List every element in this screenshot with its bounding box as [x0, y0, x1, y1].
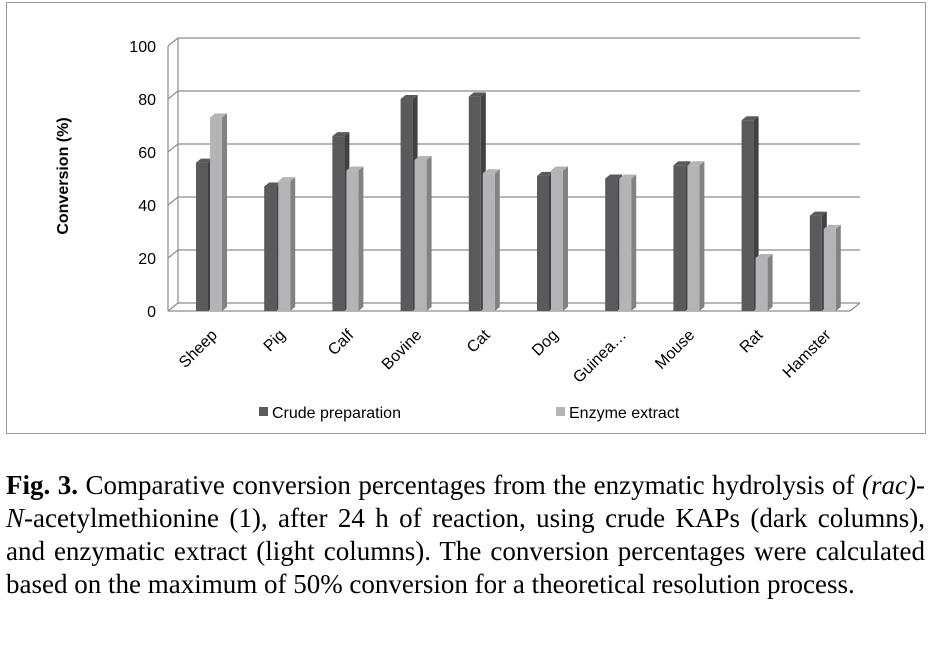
bar-enzyme-extract — [482, 173, 495, 311]
x-tick-label: Hamster — [780, 326, 835, 381]
x-tick-label: Calf — [325, 326, 358, 359]
caption-dash: - — [916, 470, 925, 500]
bar-top — [210, 113, 227, 118]
figure-caption: Fig. 3. Comparative conversion percentag… — [6, 469, 925, 601]
caption-text-2: -acetylmethionine (1), after 24 h of rea… — [6, 503, 925, 599]
bar-side — [767, 254, 773, 311]
bar-top — [414, 155, 432, 160]
x-tick-label: Sheep — [176, 327, 221, 372]
bar-crude-preparation — [809, 215, 822, 311]
legend-label-enzyme: Enzyme extract — [569, 405, 680, 422]
gridline-side — [167, 249, 179, 259]
y-tick-label: 60 — [138, 145, 156, 162]
x-tick-label: Bovine — [379, 327, 426, 374]
gridline-side — [167, 143, 179, 153]
x-tick-label: Mouse — [652, 327, 698, 373]
bar-top — [264, 182, 282, 187]
x-tick-label: Pig — [261, 327, 289, 355]
legend-swatch-enzyme — [556, 407, 565, 416]
x-tick-label: Dog — [529, 327, 562, 360]
bar-top — [823, 224, 841, 229]
bar-enzyme-extract — [551, 170, 563, 311]
bar-enzyme-extract — [346, 170, 359, 311]
gridline-side — [167, 196, 179, 206]
bar-crude-preparation — [673, 165, 686, 311]
bar-top — [551, 166, 568, 171]
y-tick-label: 80 — [138, 92, 156, 109]
bar-top — [278, 177, 296, 182]
bar-side — [563, 166, 568, 311]
bar-top — [332, 132, 350, 137]
caption-rac: (rac) — [862, 470, 916, 500]
chart-frame — [6, 2, 926, 434]
y-tick-label: 40 — [138, 198, 156, 215]
floor-right-edge — [849, 302, 861, 312]
bar-enzyme-extract — [414, 159, 427, 311]
bar-side — [631, 174, 637, 311]
bar-enzyme-extract — [687, 165, 700, 311]
bar-enzyme-extract — [619, 178, 632, 311]
legend-swatch-crude — [259, 407, 268, 416]
bar-top — [346, 166, 364, 171]
bar-enzyme-extract — [210, 117, 222, 311]
y-tick-label: 0 — [147, 304, 156, 321]
bar-crude-preparation — [332, 136, 345, 311]
y-axis-label: Conversion (%) — [55, 117, 72, 234]
bar-side — [426, 155, 432, 311]
bar-top — [196, 158, 213, 163]
bar-enzyme-extract — [755, 258, 768, 311]
legend-label-crude: Crude preparation — [272, 405, 401, 422]
x-tick-label: Guinea… — [570, 327, 630, 387]
bar-side — [699, 161, 705, 311]
bar-top — [400, 95, 418, 99]
figure-label: Fig. 3. — [6, 470, 78, 500]
category-labels: Sheep Pig Calf Bovine Cat Dog Guinea… Mouse Rat H… — [176, 326, 835, 386]
y-tick-label: 20 — [138, 251, 156, 268]
gridline-side — [167, 302, 179, 312]
bar-enzyme-extract — [278, 181, 291, 311]
bar-top — [755, 254, 773, 258]
bar-top — [687, 161, 705, 166]
bar-crude-preparation — [468, 96, 481, 311]
caption-n: N — [6, 503, 25, 533]
bar-crude-preparation — [196, 162, 208, 311]
bar-chart: 0 20 40 60 80 100 Sheep Pig Calf Bovine Cat Dog Gui… — [55, 37, 861, 422]
legend: Crude preparation Enzyme extract — [259, 405, 680, 422]
gridline-side — [167, 90, 179, 100]
bar-top — [619, 174, 637, 179]
bar-top — [605, 174, 623, 179]
bar-crude-preparation — [400, 99, 413, 311]
bars — [196, 92, 841, 311]
bar-side — [494, 169, 500, 311]
bar-top — [468, 92, 486, 97]
bar-side — [835, 224, 841, 311]
caption-text-1: Comparative conversion percentages from … — [77, 470, 863, 500]
bar-top — [673, 161, 691, 166]
bar-side — [358, 166, 364, 311]
bar-enzyme-extract — [823, 228, 836, 311]
bar-top — [537, 171, 554, 176]
x-tick-label: Cat — [464, 326, 494, 356]
y-tick-labels: 0 20 40 60 80 100 — [129, 39, 156, 321]
bar-top — [741, 116, 759, 121]
y-tick-label: 100 — [129, 39, 156, 56]
bar-top — [482, 169, 500, 174]
bar-crude-preparation — [264, 186, 277, 311]
bar-crude-preparation — [741, 120, 754, 311]
bar-crude-preparation — [605, 178, 618, 311]
bar-crude-preparation — [537, 175, 549, 311]
bar-top — [809, 211, 827, 216]
gridline-side — [167, 37, 179, 47]
bar-side — [290, 177, 296, 311]
x-tick-label: Rat — [737, 326, 767, 356]
bar-side — [222, 113, 227, 311]
